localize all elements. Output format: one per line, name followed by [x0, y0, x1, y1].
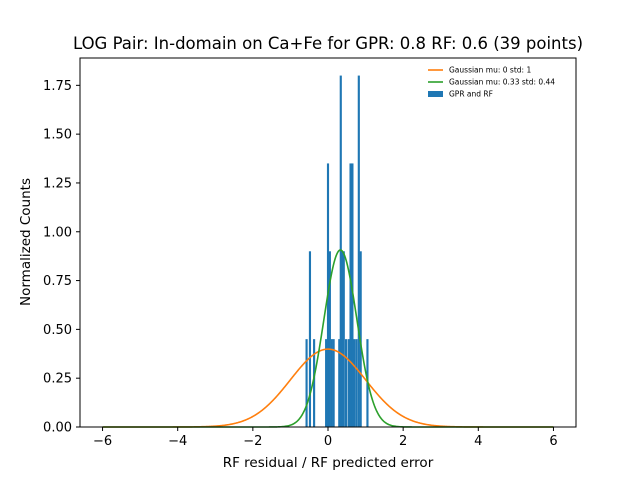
histogram-bar-0 — [305, 339, 308, 427]
histogram-bar-7 — [332, 339, 335, 427]
y-tick-label-1: 0.25 — [43, 372, 72, 387]
histogram-bar-2 — [313, 339, 316, 427]
x-tick-label-3: 0 — [324, 434, 332, 449]
y-tick-label-4: 1.00 — [43, 225, 72, 240]
histogram-bar-9 — [339, 75, 342, 427]
y-axis-label: Normalized Counts — [18, 178, 34, 306]
histogram-bar-10 — [341, 251, 344, 427]
x-axis-label: RF residual / RF predicted error — [223, 455, 434, 471]
y-tick-label-6: 1.50 — [43, 128, 72, 143]
legend-label-2: GPR and RF — [449, 90, 493, 99]
x-tick-label-0: −6 — [93, 434, 112, 449]
histogram-bar-13 — [347, 339, 350, 427]
x-tick-label-5: 4 — [474, 434, 482, 449]
y-tick-label-0: 0.00 — [43, 421, 72, 436]
x-tick-label-6: 6 — [549, 434, 557, 449]
y-tick-label-2: 0.50 — [43, 323, 72, 338]
y-axis-ticks: 0.00 0.25 0.50 0.75 1.00 1.25 1.50 1.75 — [43, 79, 80, 436]
legend-label-1: Gaussian mu: 0.33 std: 0.44 — [449, 78, 555, 87]
histogram-bar-8 — [338, 339, 341, 427]
y-tick-label-7: 1.75 — [43, 79, 72, 94]
legend: Gaussian mu: 0 std: 1 Gaussian mu: 0.33 s… — [428, 66, 555, 99]
histogram-bar-16 — [353, 339, 356, 427]
legend-label-0: Gaussian mu: 0 std: 1 — [449, 66, 531, 75]
histogram-bar-5 — [328, 251, 331, 427]
histogram-bar-6 — [330, 339, 333, 427]
histogram-bar-11 — [342, 251, 345, 427]
histogram-bar-1 — [308, 251, 312, 427]
x-tick-label-2: −2 — [243, 434, 262, 449]
histogram-bar-3 — [325, 339, 328, 427]
histogram-bar-18 — [357, 75, 360, 427]
legend-patch-2 — [428, 91, 443, 97]
histogram-bar-17 — [355, 339, 358, 427]
y-tick-label-3: 0.75 — [43, 274, 72, 289]
y-tick-label-5: 1.25 — [43, 176, 72, 191]
histogram-bar-12 — [344, 339, 348, 427]
x-tick-label-4: 2 — [399, 434, 407, 449]
x-tick-label-1: −4 — [168, 434, 187, 449]
x-axis-ticks: −6 −4 −2 0 2 4 6 — [93, 427, 558, 449]
histogram-bar-14 — [349, 163, 352, 427]
chart-title: LOG Pair: In-domain on Ca+Fe for GPR: 0.… — [73, 34, 583, 53]
